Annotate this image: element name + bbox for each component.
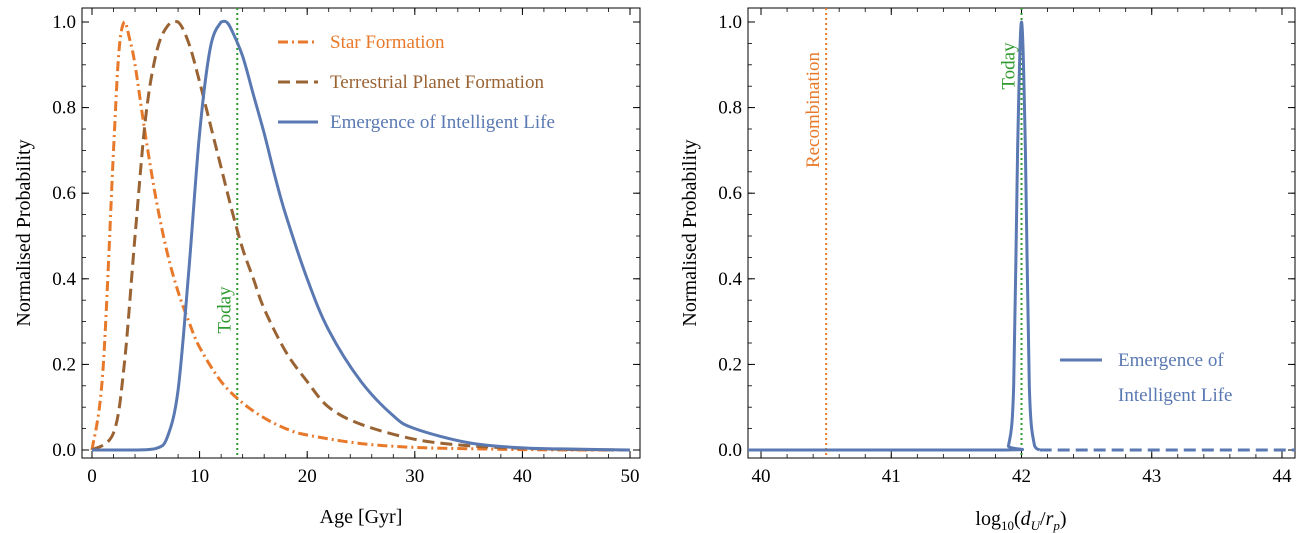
left-y-tick-label: 0.0	[52, 440, 76, 461]
left-panel: 0 10 20 30 40 50 0.0 0.2 0.4 0.6 0.8 1.0 Today Star…	[13, 7, 641, 528]
right-legend-label-line1: Emergence of	[1118, 350, 1224, 371]
left-axis-ticks: 0 10 20 30 40 50 0.0 0.2 0.4 0.6 0.8 1.0	[52, 8, 640, 487]
left-x-tick-label: 30	[405, 466, 424, 487]
right-annotations: Recombination Today	[803, 8, 1023, 458]
right-annotation-label: Today	[999, 42, 1020, 90]
left-legend: Star Formation Terrestrial Planet Formati…	[278, 32, 555, 133]
right-y-tick-label: 0.6	[718, 183, 742, 204]
right-x-tick-label: 43	[1142, 466, 1161, 487]
left-annotation-label: Today	[214, 286, 235, 334]
left-y-tick-label: 0.6	[52, 183, 76, 204]
left-y-tick-label: 0.2	[52, 354, 76, 375]
left-series-line	[91, 20, 631, 452]
right-x-axis-title: log10(dU/rp)	[975, 508, 1066, 533]
right-y-tick-label: 1.0	[718, 12, 742, 33]
right-x-tick-label: 41	[882, 466, 901, 487]
left-annotations: Today	[214, 8, 239, 458]
right-x-tick-label: 40	[752, 466, 771, 487]
right-annotation-label: Recombination	[803, 51, 824, 168]
left-x-tick-label: 0	[87, 466, 97, 487]
right-y-axis-title: Normalised Probability	[679, 139, 701, 326]
right-panel: 40 41 42 43 44 0.0 0.2 0.4 0.6 0.8 1.0 Recombinati…	[679, 7, 1296, 533]
left-series	[90, 19, 631, 452]
right-y-tick-label: 0.2	[718, 354, 742, 375]
left-y-tick-label: 0.8	[52, 98, 76, 119]
right-series-line	[748, 20, 1041, 452]
right-series	[748, 20, 1295, 452]
right-legend-label-line2: Intelligent Life	[1118, 385, 1232, 406]
left-plot-frame	[81, 7, 641, 459]
right-x-tick-label: 44	[1272, 466, 1292, 487]
left-y-tick-label: 1.0	[52, 12, 76, 33]
left-x-tick-label: 40	[513, 466, 532, 487]
right-y-tick-label: 0.0	[718, 440, 742, 461]
left-x-tick-label: 50	[621, 466, 640, 487]
left-legend-label: Terrestrial Planet Formation	[330, 72, 544, 93]
left-legend-label: Star Formation	[330, 32, 445, 53]
left-x-tick-label: 20	[298, 466, 317, 487]
right-legend: Emergence of Intelligent Life	[1060, 350, 1232, 406]
left-y-axis-title: Normalised Probability	[13, 139, 35, 326]
right-y-tick-label: 0.8	[718, 98, 742, 119]
left-x-axis-title: Age [Gyr]	[320, 506, 403, 528]
left-legend-label: Emergence of Intelligent Life	[330, 112, 555, 133]
right-x-tick-label: 42	[1012, 466, 1031, 487]
right-axis-ticks: 40 41 42 43 44 0.0 0.2 0.4 0.6 0.8 1.0	[718, 8, 1295, 487]
left-y-tick-label: 0.4	[52, 269, 76, 290]
left-series-line	[91, 19, 631, 452]
right-y-tick-label: 0.4	[718, 269, 742, 290]
left-x-tick-label: 10	[190, 466, 209, 487]
